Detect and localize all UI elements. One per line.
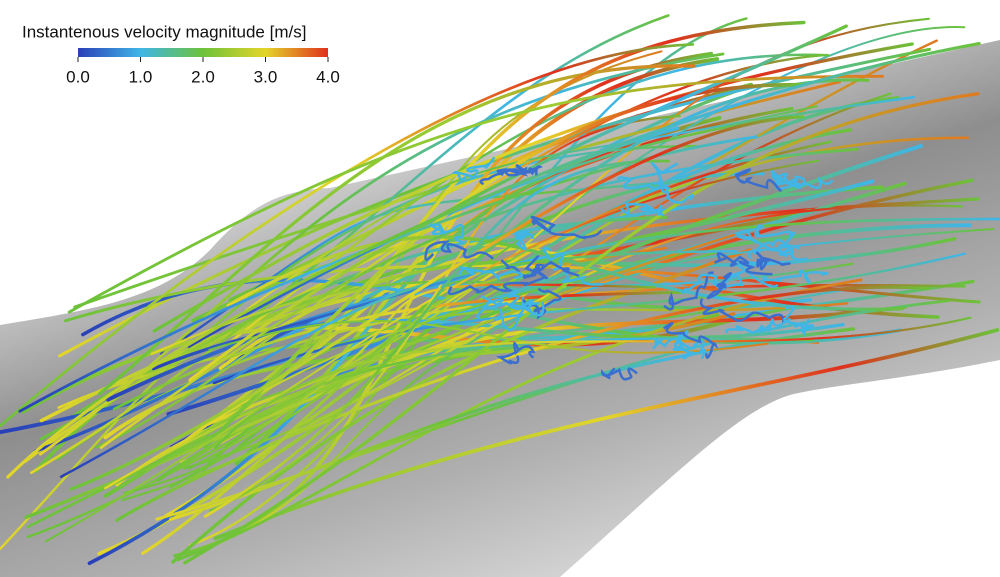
colorbar-tick-label: 2.0 xyxy=(191,67,215,86)
streamline xyxy=(187,95,916,348)
streamline xyxy=(44,159,820,543)
vortex-line xyxy=(457,266,524,281)
vortex-line xyxy=(475,295,525,320)
colorbar-title: Instantenous velocity magnitude [m/s] xyxy=(22,22,306,41)
vortex-line xyxy=(699,297,785,325)
streamline xyxy=(141,78,870,555)
vortex-line xyxy=(617,176,694,204)
vortex-line xyxy=(725,317,792,334)
vortex-line xyxy=(492,299,545,331)
vortex-line xyxy=(652,337,707,360)
streamline xyxy=(38,52,725,456)
vortex-line xyxy=(761,269,829,285)
colorbar-tick-label: 4.0 xyxy=(316,67,340,86)
vortex-line xyxy=(543,246,604,286)
vortex-line xyxy=(650,161,679,194)
vortex-line xyxy=(662,321,719,359)
vortex-line xyxy=(734,168,783,193)
vortex-line xyxy=(672,329,695,360)
colorbar-tick-label: 3.0 xyxy=(254,67,278,86)
streamline xyxy=(214,316,972,449)
streamline xyxy=(226,235,904,312)
streamline xyxy=(150,262,854,356)
streamline xyxy=(97,96,900,556)
vortex-line xyxy=(424,240,494,261)
streamline xyxy=(152,42,914,333)
streamline xyxy=(0,43,695,428)
streamline xyxy=(183,92,980,565)
vortex-line xyxy=(429,223,465,245)
streamline xyxy=(95,54,825,449)
streamline xyxy=(234,57,720,466)
streamline xyxy=(99,147,859,449)
vortex-line xyxy=(620,202,664,217)
streamline xyxy=(6,41,981,479)
streamline xyxy=(244,105,818,312)
vortex-line xyxy=(496,164,538,177)
vortex-line xyxy=(663,271,714,311)
vortex-line xyxy=(500,259,580,277)
colorbar-tick-label: 1.0 xyxy=(129,67,153,86)
vortex-line xyxy=(714,252,773,276)
vortex-line xyxy=(479,165,544,186)
streamlines xyxy=(0,14,1000,566)
vortex-line xyxy=(601,367,638,381)
streamline xyxy=(231,217,1000,344)
streamline xyxy=(188,24,848,382)
streamline xyxy=(140,20,806,472)
vortex-line xyxy=(496,342,536,365)
streamline xyxy=(26,39,938,539)
streamline xyxy=(67,74,884,314)
vortex-line xyxy=(530,215,603,240)
vortex-line xyxy=(783,305,814,338)
colorbar-tick-label: 0.0 xyxy=(66,67,90,86)
streamline xyxy=(30,14,670,475)
vortex-line xyxy=(754,224,796,256)
streamline xyxy=(208,320,769,354)
vortex-line xyxy=(755,251,791,271)
streamline xyxy=(212,252,966,385)
vortex-line xyxy=(706,271,733,300)
vortex-line xyxy=(775,175,834,190)
streamline xyxy=(69,115,805,491)
colorbar xyxy=(78,48,328,57)
vortex-line xyxy=(451,156,496,181)
vortex-line xyxy=(447,275,547,296)
colorbar-ticks: 0.0 1.0 2.0 3.0 4.0 xyxy=(66,57,340,86)
vortex-line xyxy=(514,230,534,251)
streamline xyxy=(203,159,670,518)
streamline xyxy=(59,250,738,478)
streamline xyxy=(207,227,995,426)
streamline xyxy=(112,290,687,411)
vortex-line xyxy=(737,229,801,258)
streamline xyxy=(213,328,1000,541)
streamline xyxy=(115,285,931,522)
streamline xyxy=(187,283,657,470)
